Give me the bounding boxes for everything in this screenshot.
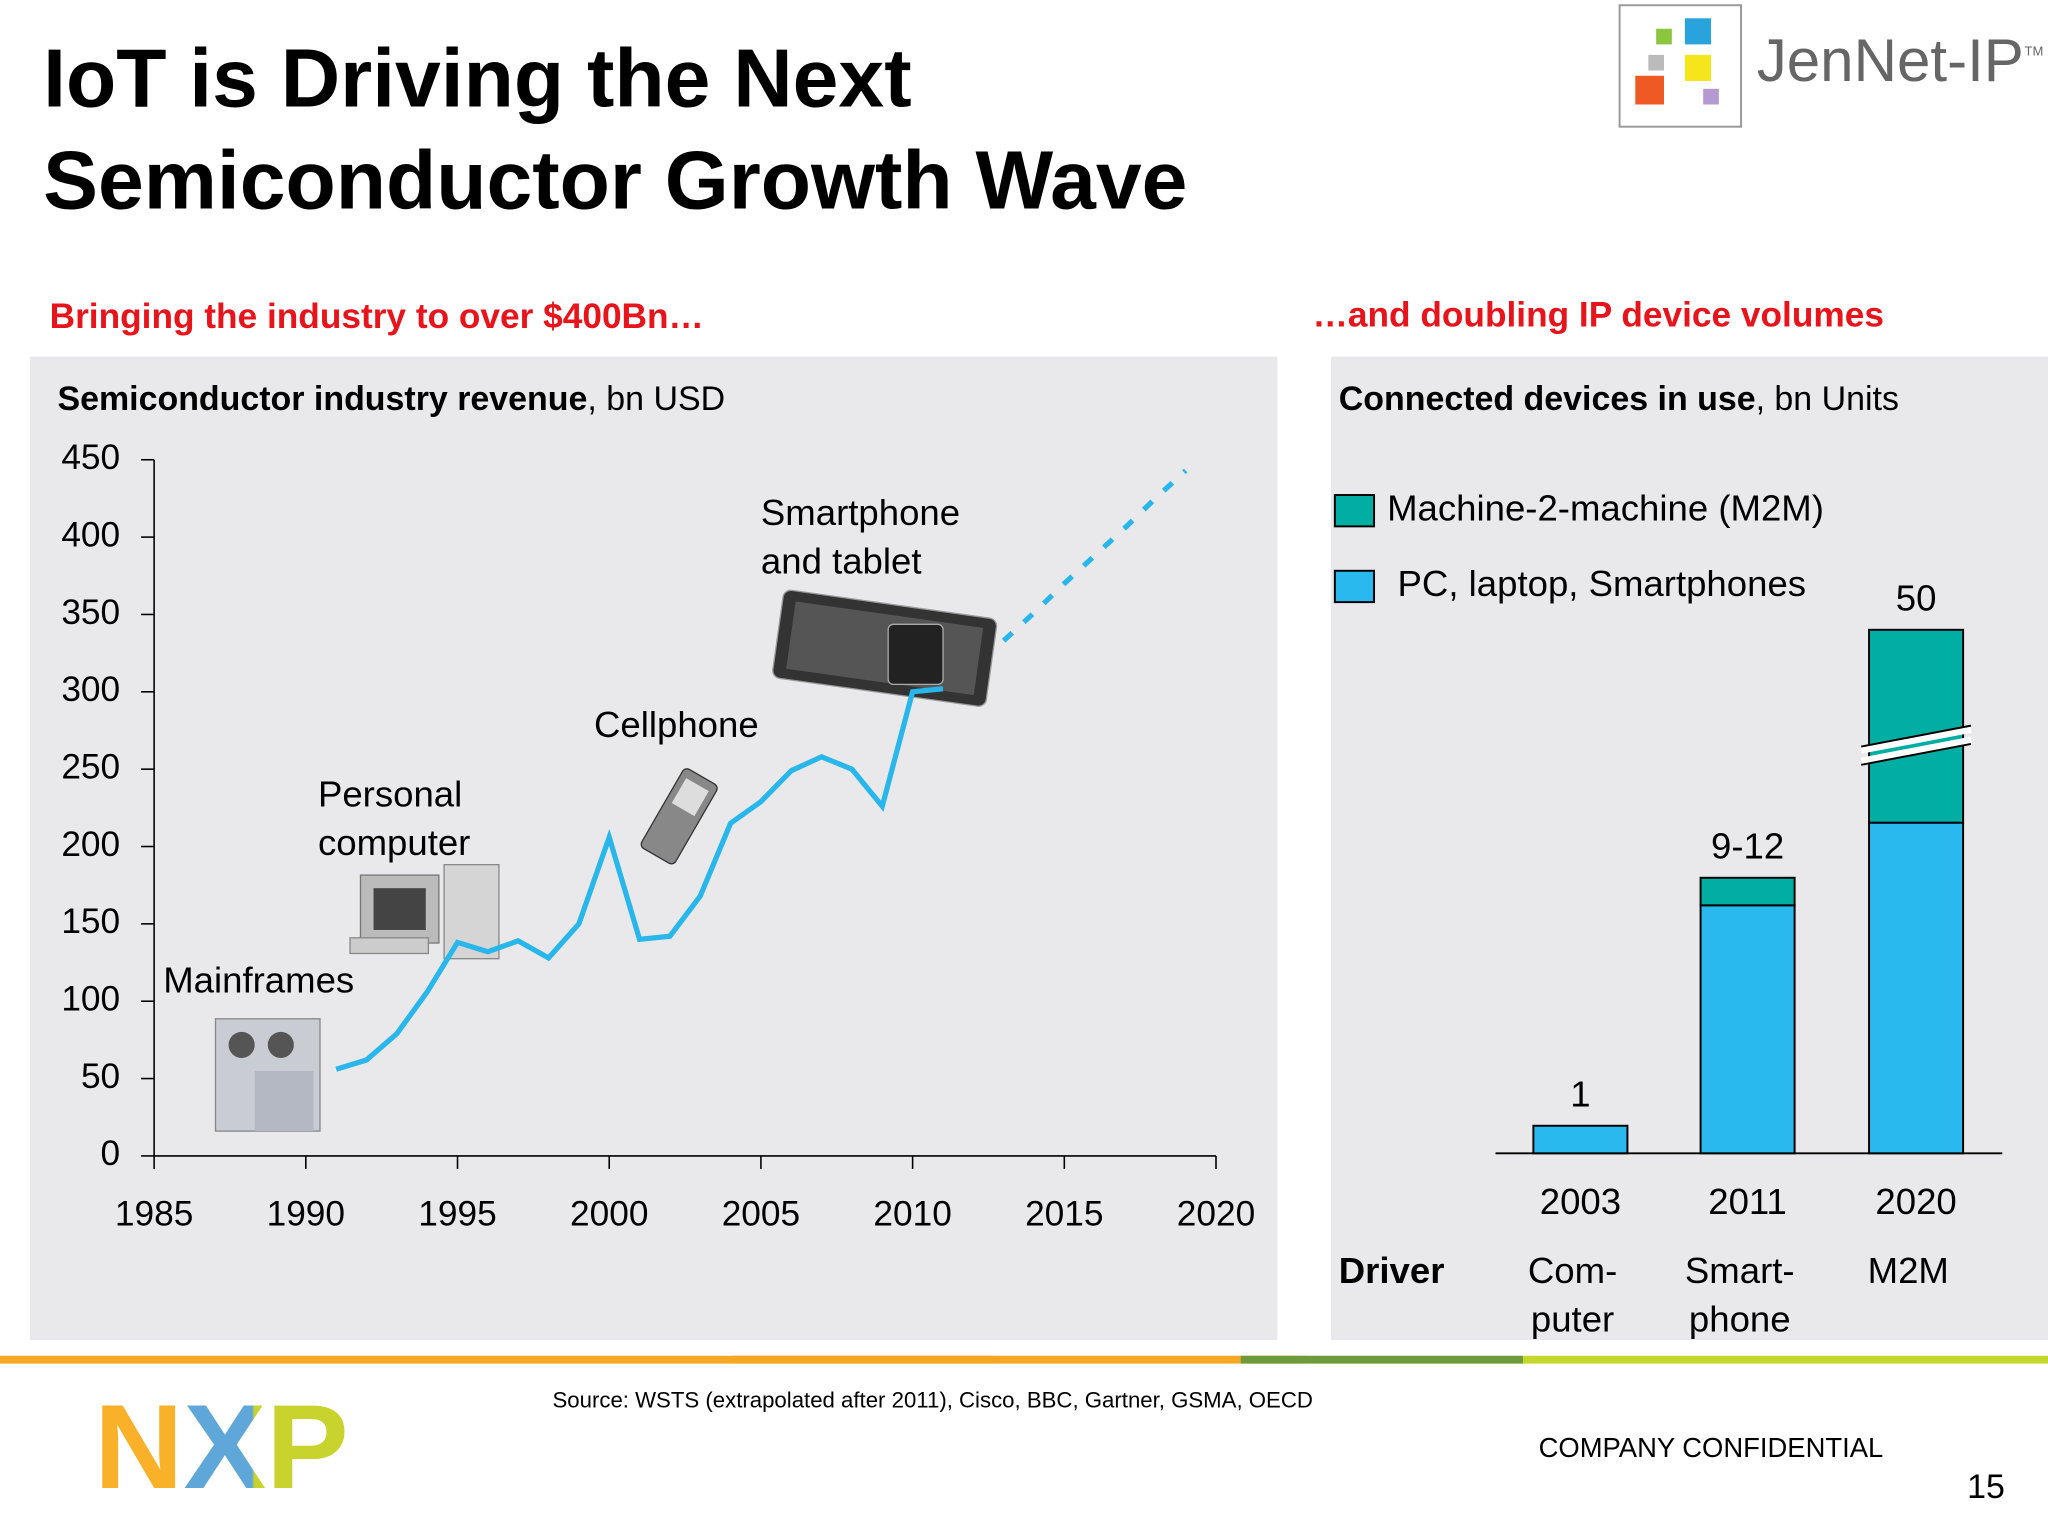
- legend-label: Machine-2-machine (M2M): [1387, 487, 1824, 528]
- value-label: 1: [1570, 1074, 1590, 1115]
- bar-segment: [1699, 904, 1796, 1155]
- y-tick-label: 200: [61, 825, 120, 864]
- company-logo: NXP: [94, 1380, 349, 1514]
- x-tick-label: 2003: [1540, 1181, 1621, 1222]
- y-tick-label: 400: [61, 515, 120, 554]
- y-tick-label: 100: [61, 980, 120, 1019]
- chart-title-main: Semiconductor industry revenue: [57, 380, 587, 418]
- chart-title-unit: , bn USD: [587, 380, 725, 418]
- y-tick-label: 0: [101, 1134, 121, 1173]
- annotation: and tablet: [761, 540, 922, 581]
- right-heading: …and doubling IP device volumes: [1313, 296, 1884, 335]
- x-tick-label: 2015: [1025, 1194, 1103, 1233]
- x-tick-label: 2011: [1708, 1181, 1787, 1222]
- x-tick-label: 2020: [1875, 1181, 1956, 1222]
- footer-bar: [0, 1355, 1307, 1364]
- chart-title-main: Connected devices in use: [1339, 380, 1756, 418]
- annotation: Smartphone: [761, 492, 960, 533]
- icons: [214, 589, 998, 1132]
- legend-swatch: [1333, 494, 1376, 528]
- y-tick-label: 350: [61, 593, 120, 632]
- partner-logo: JenNet-IP TM: [1618, 4, 2043, 128]
- bar-segment: [1699, 876, 1796, 907]
- confidential: COMPANY CONFIDENTIAL: [1539, 1432, 1884, 1463]
- y-tick-label: 450: [61, 438, 120, 477]
- source: Source: WSTS (extrapolated after 2011), …: [552, 1387, 1312, 1412]
- slide-title: IoT is Driving the Next: [43, 34, 912, 125]
- x-tick-label: 2020: [1177, 1194, 1255, 1233]
- footer-bar: [731, 1355, 993, 1364]
- driver: Com-: [1528, 1250, 1617, 1291]
- footer-bar: [1522, 1355, 2048, 1364]
- bar-segment: [1532, 1124, 1629, 1155]
- annotation: computer: [318, 822, 470, 863]
- x-tick-label: 2000: [570, 1194, 648, 1233]
- x-tick-label: 1995: [418, 1194, 496, 1233]
- legend-swatch: [1333, 569, 1376, 604]
- trademark: TM: [2024, 44, 2043, 59]
- axis-break: [1860, 726, 1972, 765]
- annotation: Cellphone: [594, 704, 759, 745]
- legend-label: PC, laptop, Smartphones: [1398, 563, 1807, 604]
- bar-segment: [1868, 628, 1965, 824]
- annotation: Personal: [318, 774, 462, 815]
- y-tick-label: 150: [61, 902, 120, 941]
- line-series: [335, 686, 944, 1072]
- x-tick-label: 2010: [873, 1194, 951, 1233]
- chart-title: Semiconductor industry revenue, bn USD: [57, 380, 725, 418]
- x-tick-label: 1990: [267, 1194, 345, 1233]
- y-tick-label: 300: [61, 670, 120, 709]
- driver: puter: [1531, 1298, 1614, 1339]
- partner-logo-text: JenNet-IP: [1757, 27, 2024, 94]
- annotation: Mainframes: [163, 959, 354, 1000]
- chart-title-unit: , bn Units: [1756, 380, 1899, 418]
- slide-title: Semiconductor Growth Wave: [43, 136, 1187, 227]
- x-tick-label: 2005: [722, 1194, 800, 1233]
- y-tick-label: 50: [81, 1057, 120, 1096]
- driver-label: Driver: [1339, 1250, 1445, 1291]
- value-label: 50: [1896, 578, 1937, 619]
- driver: Smart-: [1685, 1250, 1795, 1291]
- driver: M2M: [1868, 1250, 1949, 1291]
- value-label: 9-12: [1711, 826, 1784, 867]
- page-number: 15: [1967, 1468, 2005, 1506]
- chart-title: Connected devices in use, bn Units: [1339, 380, 1899, 418]
- footer-bar: [1240, 1355, 1523, 1364]
- x-tick-label: 1985: [115, 1194, 193, 1233]
- y-tick-label: 250: [61, 747, 120, 786]
- bar-segment: [1868, 821, 1965, 1155]
- axis-break: [1861, 724, 1972, 766]
- driver: phone: [1689, 1298, 1791, 1339]
- left-heading: Bringing the industry to over $400Bn…: [50, 297, 704, 336]
